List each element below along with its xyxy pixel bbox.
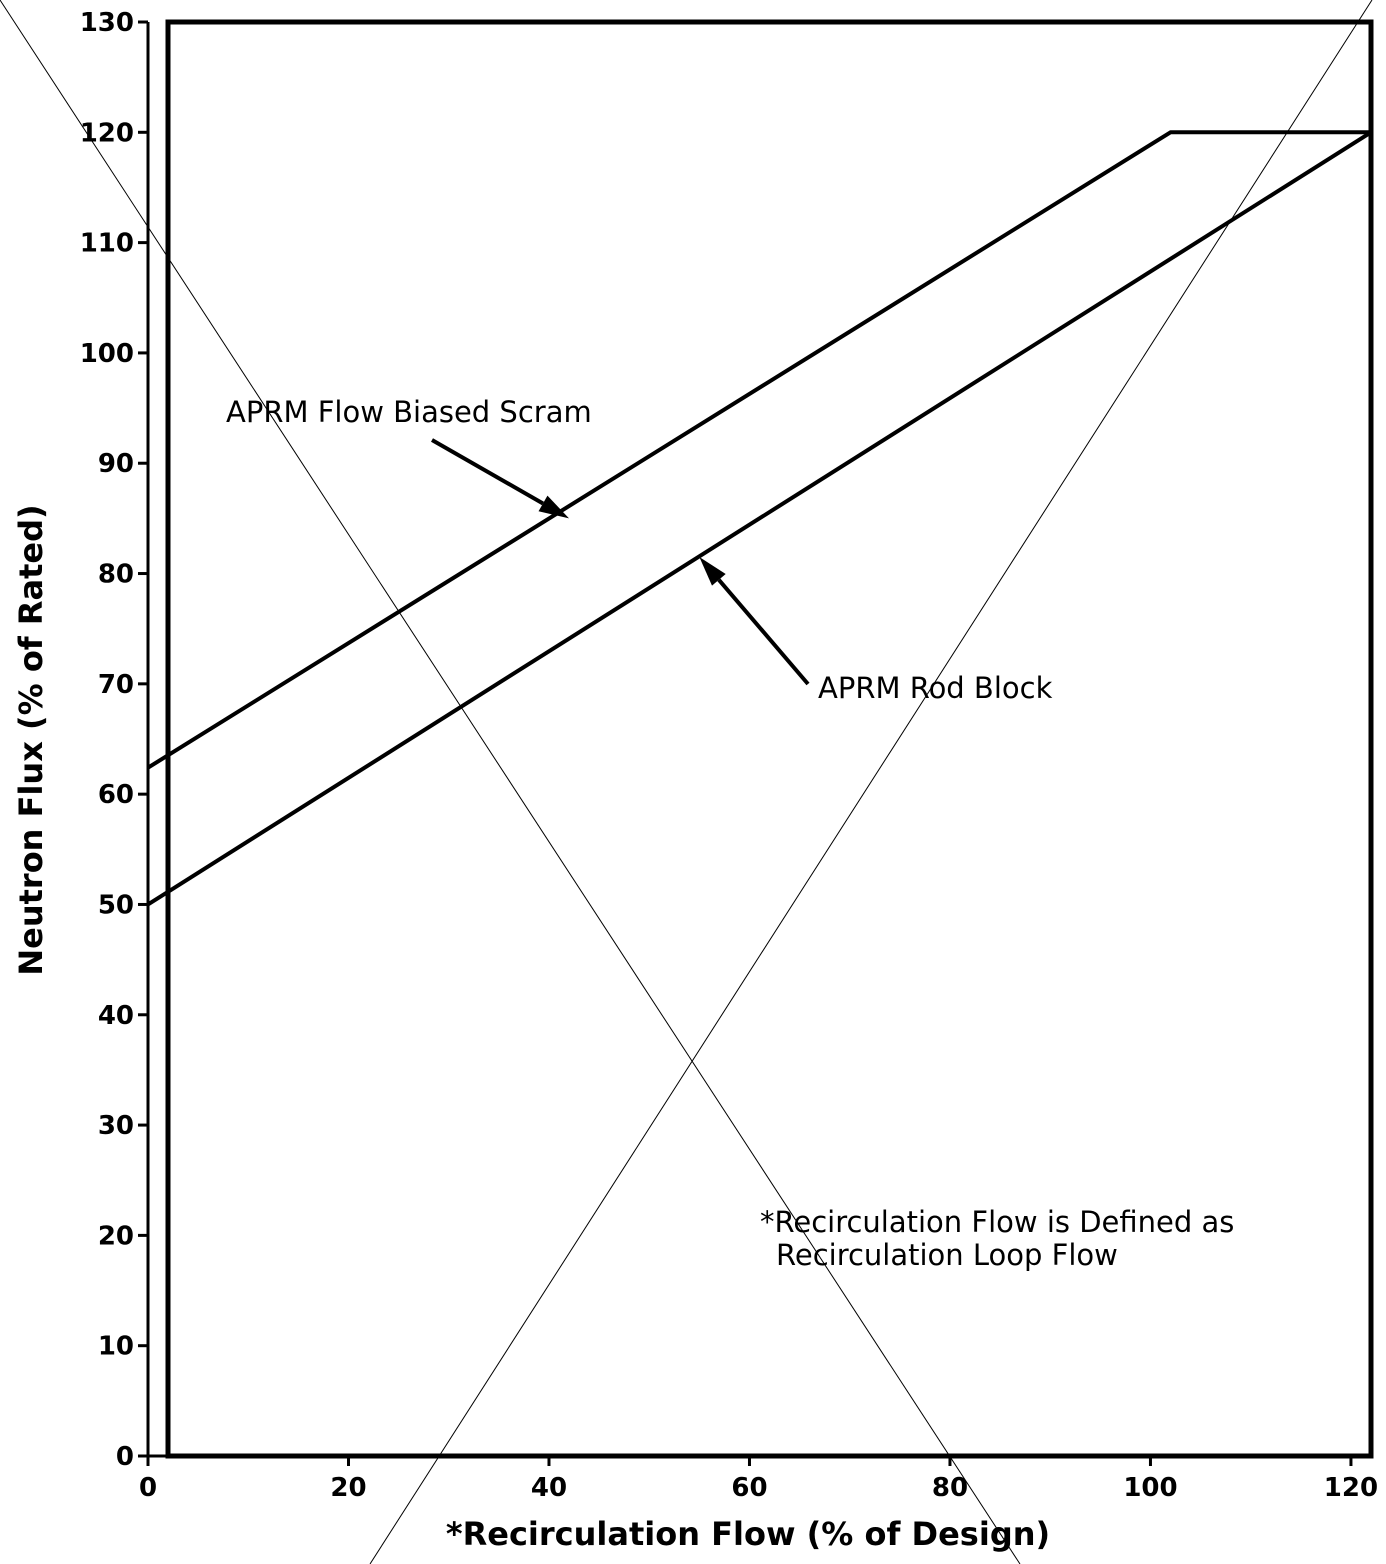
footnote-line-2: Recirculation Loop Flow (776, 1238, 1118, 1272)
series-layer (146, 130, 1373, 907)
arrow-shaft (431, 438, 544, 506)
x-ticks: 0 20 40 60 80 100 120 (139, 1456, 1378, 1503)
footnote-line-1: *Recirculation Flow is Defined as (760, 1205, 1234, 1239)
y-tick-label: 110 (80, 229, 134, 259)
y-tick-label: 40 (98, 1001, 134, 1031)
arrow-head (538, 495, 570, 519)
y-tick-label: 100 (80, 339, 134, 369)
scan-artifact-line (369, 0, 1373, 1564)
scan-artifact-line (0, 0, 1021, 1564)
x-tick-label: 120 (1324, 1473, 1378, 1503)
y-ticks: 0 10 20 30 40 50 60 70 80 90 100 110 120 130 (80, 8, 148, 1472)
x-tick-label: 80 (932, 1473, 968, 1503)
annotation-scram-label: APRM Flow Biased Scram (226, 395, 592, 429)
y-tick-label: 0 (116, 1442, 134, 1472)
arrow-head (699, 556, 726, 586)
annotation-arrow-scram (431, 438, 570, 519)
x-tick-label: 60 (731, 1473, 767, 1503)
arrow-shaft (717, 578, 810, 686)
y-tick-label: 50 (98, 890, 134, 920)
y-tick-label: 30 (98, 1111, 134, 1141)
x-tick-label: 100 (1123, 1473, 1177, 1503)
y-tick-label: 20 (98, 1221, 134, 1251)
y-axis: 0 10 20 30 40 50 60 70 80 90 100 110 120 130 (80, 8, 150, 1472)
annotation-rod-block-label: APRM Rod Block (818, 671, 1053, 705)
y-tick-label: 10 (98, 1332, 134, 1362)
y-tick-label: 120 (80, 118, 134, 148)
y-axis-title: Neutron Flux (% of Rated) (12, 504, 50, 975)
series-line-aprm-rod-block (146, 130, 1373, 907)
series-line-aprm-flow-biased-scram (146, 130, 1371, 770)
y-tick-label: 60 (98, 780, 134, 810)
x-tick-label: 0 (139, 1473, 157, 1503)
y-tick-label: 80 (98, 560, 134, 590)
x-axis-title: *Recirculation Flow (% of Design) (446, 1515, 1050, 1553)
y-tick-label: 90 (98, 449, 134, 479)
x-axis: 0 20 40 60 80 100 120 (139, 1454, 1378, 1503)
annotation-arrow-rod-block (699, 556, 810, 686)
y-tick-label: 70 (98, 670, 134, 700)
plot-frame (165, 19, 1374, 1459)
y-tick-label: 130 (80, 8, 134, 38)
arrow-layer (431, 438, 810, 686)
x-tick-label: 20 (330, 1473, 366, 1503)
x-tick-label: 40 (531, 1473, 567, 1503)
